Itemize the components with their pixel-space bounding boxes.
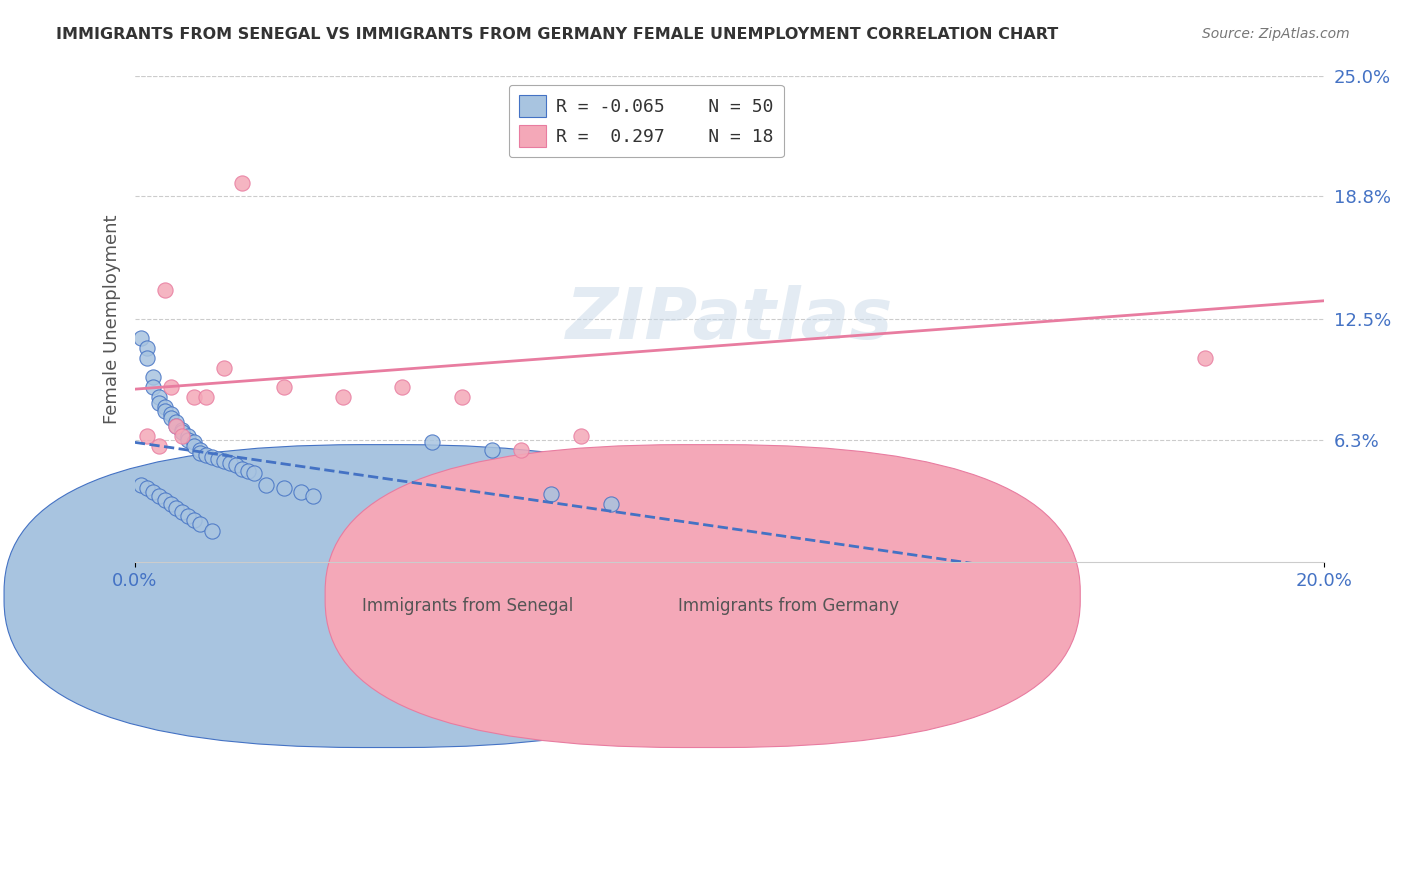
Point (166, 500, 188, 515)
Point (510, 442, 533, 457)
Point (166, 419, 188, 434)
FancyBboxPatch shape (325, 444, 1080, 747)
Point (148, 489, 170, 503)
Point (391, 380, 413, 394)
Point (172, 425, 194, 439)
FancyBboxPatch shape (4, 444, 759, 747)
Point (201, 450, 224, 465)
Point (166, 415, 188, 429)
Point (273, 380, 295, 394)
Point (183, 439, 205, 453)
Point (183, 390, 205, 404)
Point (153, 283, 176, 297)
Point (540, 487, 562, 501)
Point (148, 439, 170, 453)
Point (177, 508, 200, 523)
Point (159, 408, 181, 422)
Point (201, 524, 224, 539)
Point (569, 429, 592, 443)
Point (172, 423, 194, 437)
Point (172, 505, 194, 519)
Point (153, 403, 176, 417)
Point (135, 341, 157, 355)
Point (212, 360, 235, 375)
Point (231, 176, 253, 190)
Point (142, 380, 165, 394)
Point (183, 434, 205, 449)
Point (195, 448, 218, 462)
Point (188, 446, 211, 460)
Point (242, 466, 264, 480)
Text: ZIPatlas: ZIPatlas (565, 285, 893, 353)
Text: Source: ZipAtlas.com: Source: ZipAtlas.com (1202, 27, 1350, 41)
Point (481, 442, 503, 457)
Point (148, 390, 170, 404)
Point (183, 513, 205, 527)
Point (172, 429, 194, 443)
Point (159, 411, 181, 425)
Point (153, 493, 176, 508)
Point (159, 380, 181, 394)
Point (142, 370, 165, 384)
Point (129, 331, 152, 345)
Point (166, 419, 188, 434)
Point (273, 482, 295, 496)
Point (188, 442, 211, 457)
Point (148, 396, 170, 410)
Point (207, 452, 229, 467)
Point (142, 485, 165, 500)
Text: Immigrants from Senegal: Immigrants from Senegal (363, 597, 574, 615)
Point (420, 434, 443, 449)
Point (254, 477, 277, 491)
Point (135, 429, 157, 443)
Point (302, 489, 325, 503)
Point (599, 497, 621, 511)
Point (332, 390, 354, 404)
Y-axis label: Female Unemployment: Female Unemployment (103, 214, 121, 424)
Point (153, 400, 176, 414)
Point (159, 497, 181, 511)
Point (290, 485, 312, 500)
Point (135, 351, 157, 365)
Legend: R = -0.065    N = 50, R =  0.297    N = 18: R = -0.065 N = 50, R = 0.297 N = 18 (509, 85, 783, 158)
Point (1194, 351, 1216, 365)
Point (231, 462, 253, 476)
Point (188, 516, 211, 531)
Text: Immigrants from Germany: Immigrants from Germany (679, 597, 900, 615)
Point (177, 429, 200, 443)
Point (135, 482, 157, 496)
Point (212, 454, 235, 468)
Point (195, 390, 218, 404)
Point (718, 127, 741, 141)
Point (129, 477, 152, 491)
Text: IMMIGRANTS FROM SENEGAL VS IMMIGRANTS FROM GERMANY FEMALE UNEMPLOYMENT CORRELATI: IMMIGRANTS FROM SENEGAL VS IMMIGRANTS FR… (56, 27, 1059, 42)
Point (225, 458, 247, 472)
Point (219, 456, 242, 470)
Point (177, 433, 200, 447)
Point (236, 464, 259, 478)
Point (451, 390, 474, 404)
